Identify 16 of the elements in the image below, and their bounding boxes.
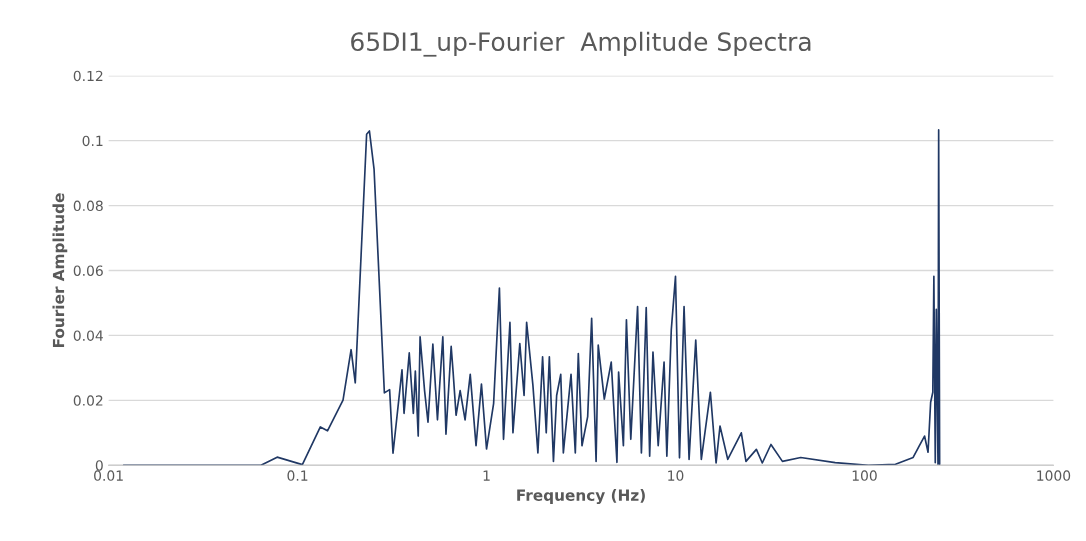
y-tick-label: 0.02 — [73, 395, 103, 406]
y-tick-label: 0.06 — [73, 265, 103, 276]
y-tick-label: 0.12 — [73, 70, 103, 82]
x-tick-label: 10 — [668, 470, 684, 481]
y-axis-title: Fourier Amplitude — [52, 193, 68, 347]
x-tick-label: 1000 — [1037, 470, 1071, 481]
x-tick-label: 1 — [483, 470, 490, 481]
x-tick-label: 0.1 — [287, 470, 308, 481]
x-tick-label: 0.01 — [94, 470, 123, 481]
y-tick-label: 0.04 — [73, 330, 103, 341]
x-tick-label: 100 — [852, 470, 877, 481]
y-tick-label: 0 — [95, 460, 103, 471]
y-tick-label: 0.1 — [82, 135, 103, 147]
y-tick-label: 0.08 — [73, 200, 103, 212]
chart-title: 65DI1_up-Fourier Amplitude Spectra — [351, 31, 811, 57]
x-axis-title: Frequency (Hz) — [517, 489, 645, 505]
